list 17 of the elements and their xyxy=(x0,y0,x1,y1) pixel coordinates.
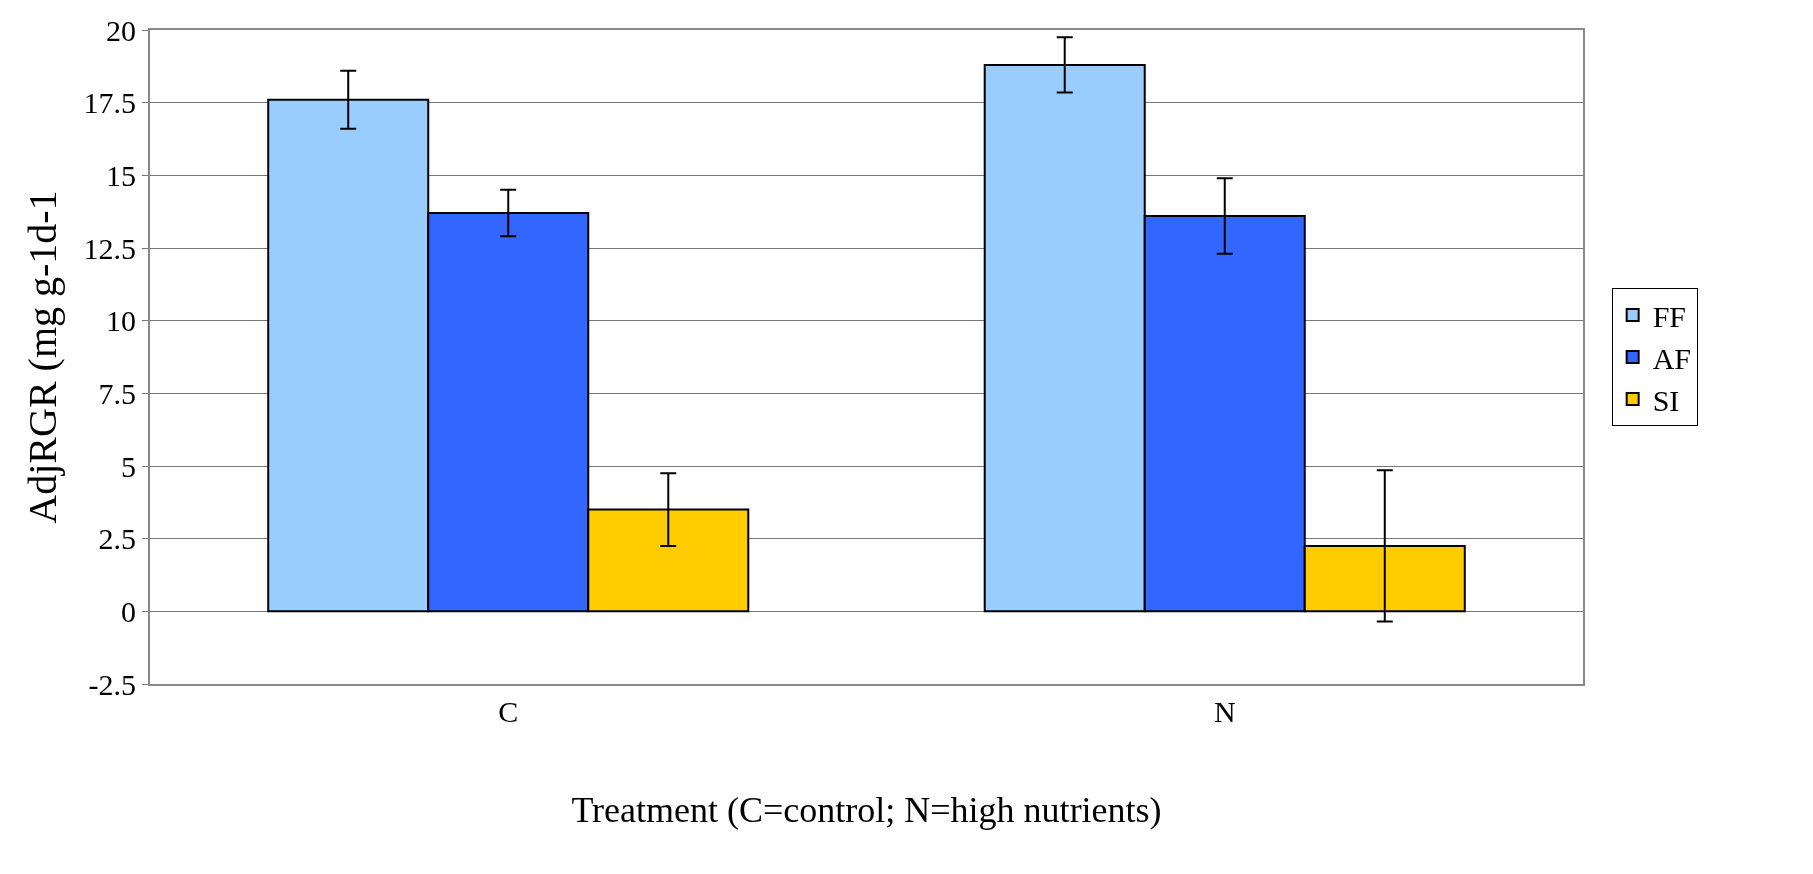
y-tick-label: -2.5 xyxy=(88,667,136,701)
y-tick-label: 7.5 xyxy=(98,376,136,410)
x-axis-title: Treatment (C=control; N=high nutrients) xyxy=(571,790,1162,831)
y-tick-label: 2.5 xyxy=(98,522,136,556)
y-axis-title: AdjRGR (mg g-1d-1 xyxy=(19,190,65,524)
y-tick-label: 5 xyxy=(121,449,136,483)
x-tick-label: C xyxy=(498,695,519,728)
y-tick-label: 15 xyxy=(106,158,136,192)
y-tick-label: 0 xyxy=(121,594,136,628)
y-tick-label: 17.5 xyxy=(83,86,136,120)
x-tick-label: N xyxy=(1213,695,1236,728)
legend-label: SI xyxy=(1652,383,1680,417)
y-tick-label: 20 xyxy=(106,13,136,47)
legend-label: FF xyxy=(1652,299,1687,333)
legend-label: AF xyxy=(1652,341,1692,375)
y-tick-label: 10 xyxy=(106,304,136,338)
y-tick-label: 12.5 xyxy=(83,231,136,265)
